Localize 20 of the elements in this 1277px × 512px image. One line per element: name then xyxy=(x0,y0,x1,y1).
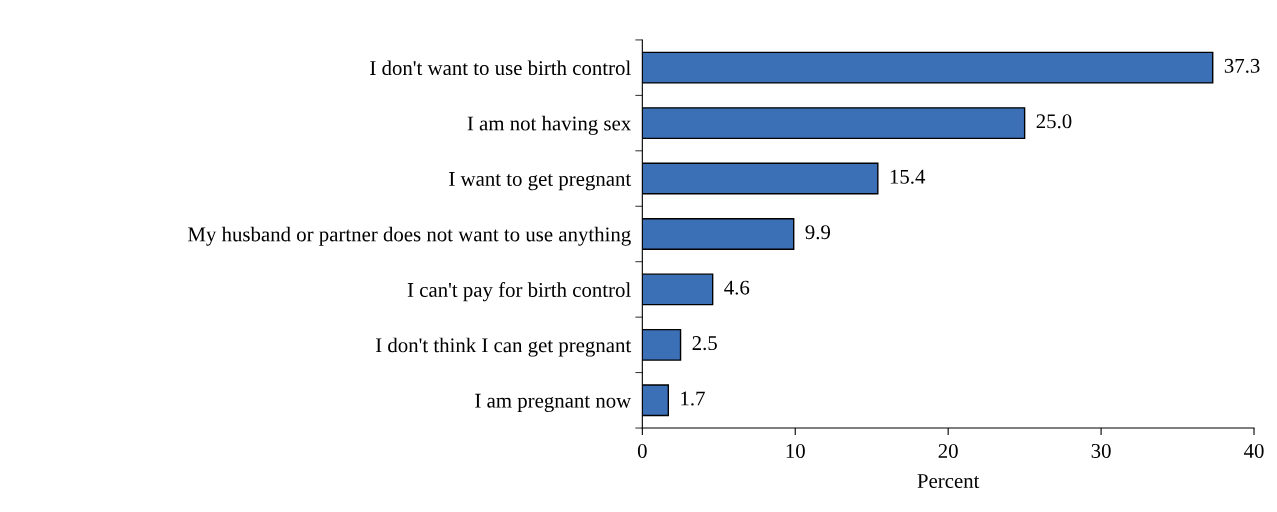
x-tick-label: 30 xyxy=(1091,443,1111,458)
x-axis-title: Percent xyxy=(917,474,980,488)
y-tick-label: I am pregnant now xyxy=(475,393,632,413)
data-label: 4.6 xyxy=(724,280,750,295)
data-label: 9.9 xyxy=(805,225,831,240)
data-label: 15.4 xyxy=(890,169,926,184)
data-label: 25.0 xyxy=(1036,114,1072,129)
x-tick-label: 0 xyxy=(637,443,647,458)
y-tick-label: I don't think I can get pregnant xyxy=(375,337,632,357)
data-label: 37.3 xyxy=(1224,58,1260,73)
y-tick-label: My husband or partner does not want to use anything xyxy=(188,226,631,246)
y-tick-label: I want to get pregnant xyxy=(449,172,632,191)
x-tick-label: 10 xyxy=(786,443,805,458)
data-label: 2.5 xyxy=(692,336,717,351)
y-tick-label: I am not having sex xyxy=(467,115,631,135)
data-label: 1.7 xyxy=(681,391,705,406)
x-tick-label: 40 xyxy=(1244,443,1264,458)
y-tick-label: I don't want to use birth control xyxy=(370,60,631,76)
x-tick-label: 20 xyxy=(938,443,958,458)
y-tick-label: I can't pay for birth control xyxy=(407,282,631,302)
